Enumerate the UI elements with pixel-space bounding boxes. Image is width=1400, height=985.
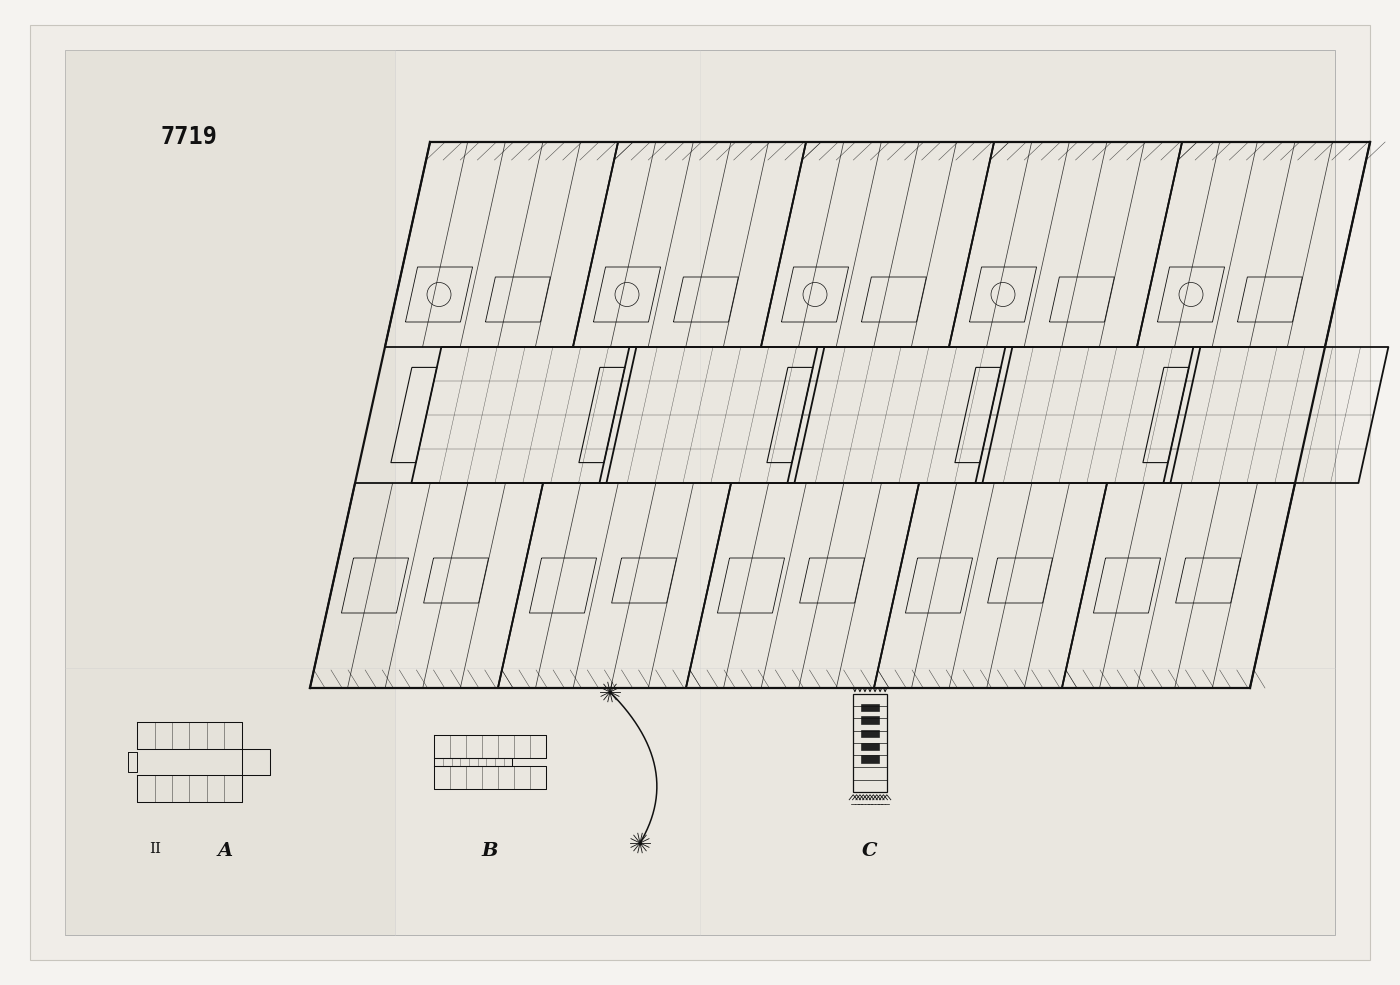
Bar bbox=[861, 743, 879, 751]
Text: II: II bbox=[148, 842, 161, 856]
Bar bbox=[853, 693, 886, 792]
Text: 7719: 7719 bbox=[160, 125, 217, 149]
Bar bbox=[861, 716, 879, 724]
Bar bbox=[861, 703, 879, 711]
Text: A: A bbox=[217, 842, 232, 860]
Bar bbox=[861, 755, 879, 762]
Bar bbox=[64, 50, 1336, 935]
Text: C: C bbox=[862, 842, 878, 860]
Text: B: B bbox=[482, 842, 498, 860]
Bar bbox=[861, 730, 879, 738]
Bar bbox=[64, 50, 395, 935]
